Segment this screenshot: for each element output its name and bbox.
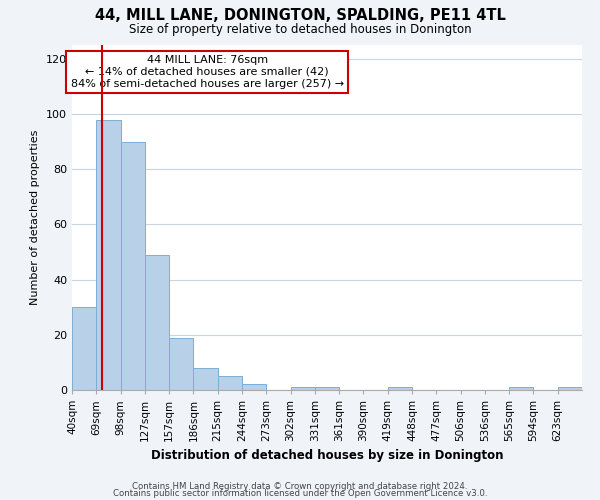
Bar — [145, 255, 169, 390]
Bar — [72, 307, 96, 390]
X-axis label: Distribution of detached houses by size in Donington: Distribution of detached houses by size … — [151, 450, 503, 462]
Bar — [509, 387, 533, 390]
Y-axis label: Number of detached properties: Number of detached properties — [31, 130, 40, 305]
Bar — [169, 338, 193, 390]
Bar — [388, 387, 412, 390]
Text: Size of property relative to detached houses in Donington: Size of property relative to detached ho… — [128, 22, 472, 36]
Bar — [290, 387, 315, 390]
Text: 44, MILL LANE, DONINGTON, SPALDING, PE11 4TL: 44, MILL LANE, DONINGTON, SPALDING, PE11… — [95, 8, 505, 22]
Bar — [218, 376, 242, 390]
Bar — [121, 142, 145, 390]
Bar — [242, 384, 266, 390]
Bar — [96, 120, 121, 390]
Text: Contains public sector information licensed under the Open Government Licence v3: Contains public sector information licen… — [113, 489, 487, 498]
Text: Contains HM Land Registry data © Crown copyright and database right 2024.: Contains HM Land Registry data © Crown c… — [132, 482, 468, 491]
Bar — [315, 387, 339, 390]
Bar — [193, 368, 218, 390]
Text: 44 MILL LANE: 76sqm
← 14% of detached houses are smaller (42)
84% of semi-detach: 44 MILL LANE: 76sqm ← 14% of detached ho… — [71, 56, 344, 88]
Bar — [558, 387, 582, 390]
